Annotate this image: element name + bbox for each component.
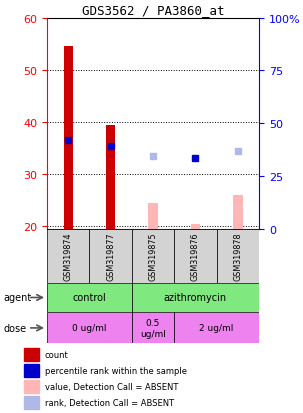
Text: azithromycin: azithromycin [164,293,227,303]
Bar [132,229,174,283]
Title: GDS3562 / PA3860_at: GDS3562 / PA3860_at [82,5,224,17]
Text: agent: agent [3,293,31,303]
Text: 0.5
ug/ml: 0.5 ug/ml [140,318,166,338]
Text: 2 ug/ml: 2 ug/ml [199,324,234,332]
Bar [174,229,217,283]
Bar [217,229,259,283]
Text: dose: dose [3,323,26,333]
Bar [132,284,259,312]
Text: 0 ug/ml: 0 ug/ml [72,324,107,332]
Text: GSM319876: GSM319876 [191,232,200,280]
Bar [47,284,132,312]
Bar [47,313,132,344]
Text: GSM319874: GSM319874 [64,232,73,280]
Bar [24,365,39,377]
Bar [106,125,115,229]
Bar [132,313,174,344]
Text: count: count [45,351,68,359]
Text: GSM319875: GSM319875 [148,232,158,280]
Text: GSM319877: GSM319877 [106,232,115,280]
Text: GSM319878: GSM319878 [233,232,242,280]
Bar [24,380,39,393]
Bar [148,203,158,229]
Bar [233,195,242,229]
Bar [64,47,73,229]
Text: percentile rank within the sample: percentile rank within the sample [45,366,187,375]
Bar [24,396,39,409]
Text: rank, Detection Call = ABSENT: rank, Detection Call = ABSENT [45,399,174,407]
Bar [47,229,89,283]
Bar [174,313,259,344]
Bar [24,349,39,361]
Bar [191,224,200,229]
Bar [89,229,132,283]
Text: control: control [72,293,106,303]
Text: value, Detection Call = ABSENT: value, Detection Call = ABSENT [45,382,178,392]
